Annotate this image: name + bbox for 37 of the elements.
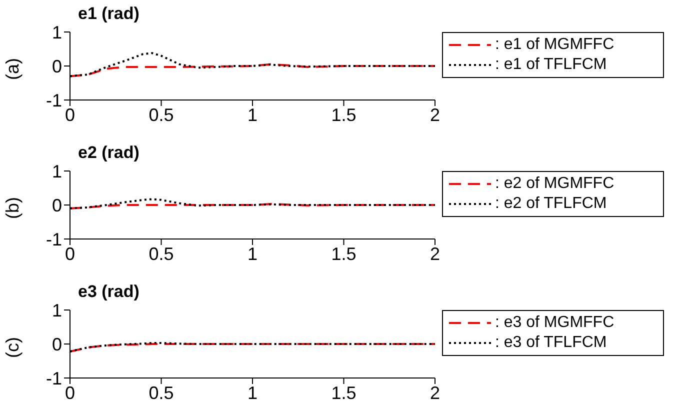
x-tick-label: 1 <box>247 104 258 125</box>
x-tick-label: 0 <box>64 104 76 125</box>
x-tick-label: 1.5 <box>331 382 356 403</box>
y-axis-title: (a) <box>2 58 22 80</box>
x-tick-label: 0.5 <box>148 104 174 125</box>
chart-title: e2 (rad) <box>78 143 140 163</box>
y-tick-label: -1 <box>46 368 62 388</box>
x-tick-label: 1.5 <box>331 104 356 125</box>
chart-title: e1 (rad) <box>78 4 140 24</box>
legend-label: : e2 of MGMFFC <box>495 175 614 193</box>
x-tick-label: 0.5 <box>148 382 174 403</box>
y-tick-label: 1 <box>52 300 62 320</box>
legend-label: : e2 of TFLFCM <box>495 195 607 213</box>
x-tick-label: 1 <box>247 244 258 264</box>
y-tick-label: -1 <box>46 90 62 110</box>
y-tick-label: -1 <box>46 229 62 250</box>
y-tick-label: 1 <box>52 161 62 182</box>
y-axis-title: (c) <box>2 337 22 358</box>
chart-title: e3 (rad) <box>78 282 140 302</box>
y-axis-title: (b) <box>2 197 22 219</box>
legend-label: : e1 of TFLFCM <box>495 56 607 74</box>
y-tick-label: 0 <box>52 56 62 76</box>
y-tick-label: 1 <box>52 22 62 42</box>
x-tick-label: 1 <box>247 382 258 403</box>
y-tick-label: 0 <box>52 195 62 216</box>
legend-label: : e3 of TFLFCM <box>495 334 607 352</box>
x-tick-label: 2 <box>430 244 440 264</box>
x-tick-label: 2 <box>430 104 440 125</box>
y-tick-label: 0 <box>52 334 62 354</box>
x-tick-label: 0 <box>64 382 76 403</box>
line-series <box>70 63 435 78</box>
x-tick-label: 0.5 <box>148 244 174 264</box>
x-tick-label: 2 <box>430 382 440 403</box>
x-tick-label: 1.5 <box>331 244 356 264</box>
legend-label: : e3 of MGMFFC <box>495 314 614 332</box>
legend-label: : e1 of MGMFFC <box>495 36 614 54</box>
x-tick-label: 0 <box>64 244 76 264</box>
